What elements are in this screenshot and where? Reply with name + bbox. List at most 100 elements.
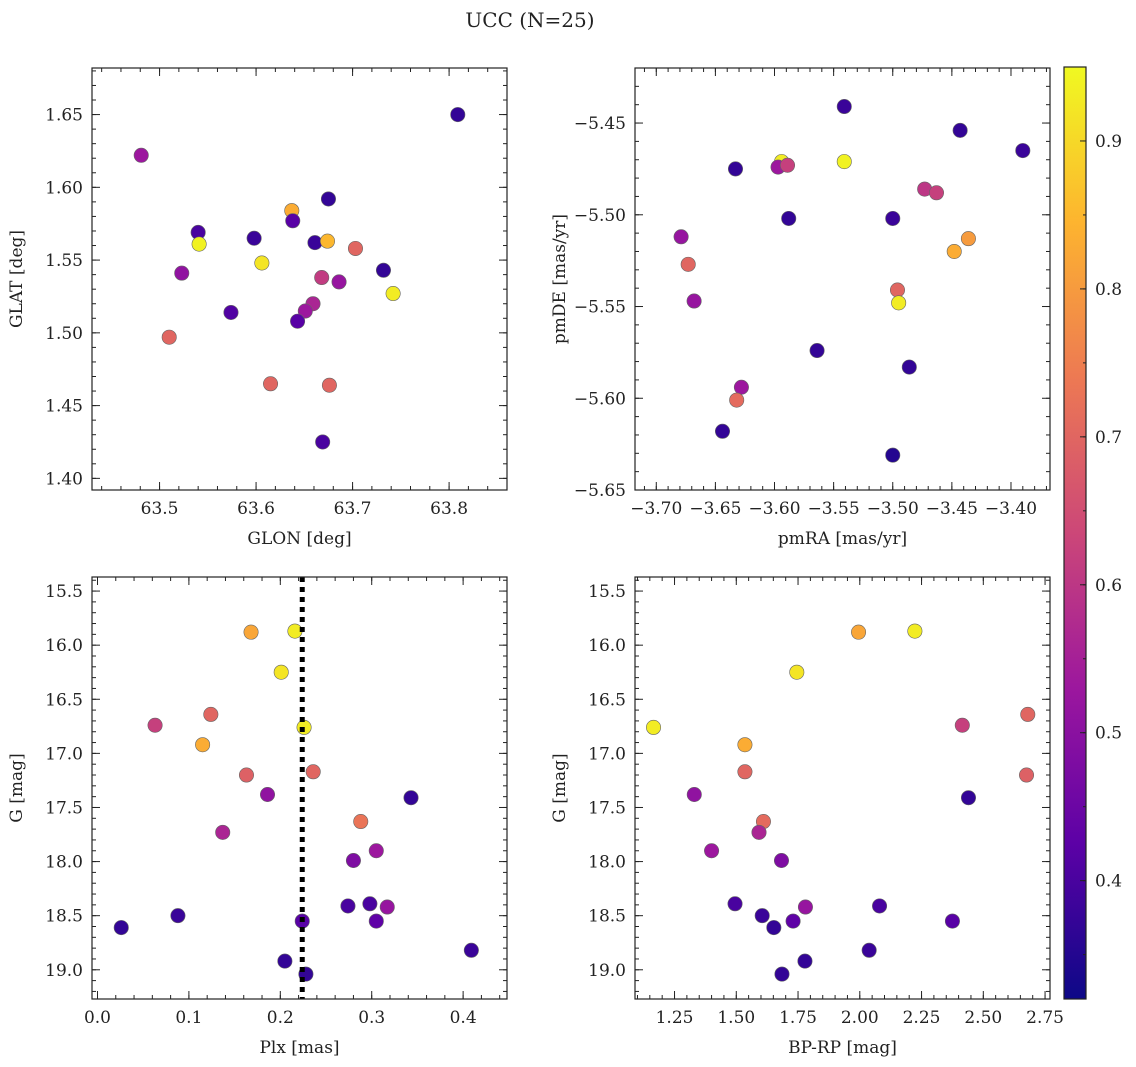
scatter-point xyxy=(944,913,960,929)
scatter-point xyxy=(285,213,301,229)
scatter-point xyxy=(952,122,968,138)
scatter-point xyxy=(340,898,356,914)
scatter-point xyxy=(727,161,743,177)
axes-frame xyxy=(634,67,1051,491)
scatter-point xyxy=(133,147,149,163)
x-axis-label: BP-RP [mag] xyxy=(788,1038,897,1058)
y-tick-label: 16.5 xyxy=(45,690,83,710)
scatter-point xyxy=(733,379,749,395)
plot-area xyxy=(113,577,479,999)
scatter-point xyxy=(766,920,782,936)
scatter-point xyxy=(809,343,825,359)
panel-2: −3.70 −3.65 −3.60 −3.55 −3.50 −3.45 −3.40 −5.65… xyxy=(550,67,1051,549)
scatter-point xyxy=(891,295,907,311)
y-tick-label: 18.0 xyxy=(45,853,83,873)
scatter-point xyxy=(885,447,901,463)
scatter-point xyxy=(836,99,852,115)
scatter-point xyxy=(277,953,293,969)
y-tick-label: 1.65 xyxy=(45,106,83,126)
scatter-point xyxy=(954,717,970,733)
figure-title: UCC (N=25) xyxy=(465,8,594,32)
y-tick-label: −5.50 xyxy=(574,206,626,226)
scatter-point xyxy=(680,256,696,272)
plot-area xyxy=(646,623,1036,982)
scatter-point xyxy=(737,737,753,753)
scatter-point xyxy=(314,270,330,286)
scatter-point xyxy=(170,908,186,924)
scatter-point xyxy=(315,434,331,450)
x-tick-label: 1.50 xyxy=(717,1008,755,1028)
scatter-point xyxy=(403,790,419,806)
y-axis-label: pmDE [mas/yr] xyxy=(550,214,570,344)
scatter-point xyxy=(223,304,239,320)
scatter-point xyxy=(375,262,391,278)
y-axis-label: G [mag] xyxy=(7,753,27,822)
x-tick-label: 2.25 xyxy=(903,1008,941,1028)
scatter-point xyxy=(789,664,805,680)
y-axis-label: G [mag] xyxy=(550,753,570,822)
y-tick-label: 18.0 xyxy=(588,853,626,873)
x-tick-label: 2.75 xyxy=(1026,1008,1064,1028)
y-axis-label: GLAT [deg] xyxy=(7,230,27,328)
scatter-point xyxy=(836,154,852,170)
y-tick-label: 17.0 xyxy=(588,744,626,764)
x-tick-label: −3.55 xyxy=(808,499,860,519)
y-tick-label: −5.45 xyxy=(574,114,626,134)
axes-frame xyxy=(91,576,508,1000)
scatter-point xyxy=(754,908,770,924)
x-axis-label: pmRA [mas/yr] xyxy=(778,529,907,549)
y-tick-label: 1.45 xyxy=(45,397,83,417)
scatter-point xyxy=(686,293,702,309)
scatter-point xyxy=(174,265,190,281)
scatter-point xyxy=(161,329,177,345)
scatter-point xyxy=(273,664,289,680)
scatter-point xyxy=(319,233,335,249)
scatter-point xyxy=(780,157,796,173)
colorbar-tick-label: 0.9 xyxy=(1095,132,1122,152)
scatter-point xyxy=(385,286,401,302)
scatter-point xyxy=(321,377,337,393)
scatter-point xyxy=(785,913,801,929)
scatter-point xyxy=(263,376,279,392)
scatter-point xyxy=(305,764,321,780)
scatter-point xyxy=(379,899,395,915)
scatter-point xyxy=(368,843,384,859)
y-tick-label: 17.0 xyxy=(45,744,83,764)
scatter-point xyxy=(345,852,361,868)
y-tick-label: 19.0 xyxy=(588,961,626,981)
y-tick-label: −5.60 xyxy=(574,389,626,409)
scatter-point xyxy=(307,235,323,251)
scatter-point xyxy=(714,423,730,439)
scatter-point xyxy=(727,896,743,912)
scatter-point xyxy=(861,942,877,958)
panel-4: 1.25 1.50 1.75 2.00 2.25 2.50 2.75 15.5 16.0 16.5… xyxy=(550,576,1064,1058)
y-tick-label: 1.60 xyxy=(45,178,83,198)
scatter-point xyxy=(729,392,745,408)
y-tick-label: 15.5 xyxy=(45,582,83,602)
x-tick-label: −3.40 xyxy=(985,499,1037,519)
scatter-point xyxy=(368,913,384,929)
x-tick-label: 63.7 xyxy=(334,499,372,519)
panels: 63.5 63.6 63.7 63.8 1.40 1.45 1.50 1.55 1.60 1.65… xyxy=(7,67,1064,1058)
x-axis-label: Plx [mas] xyxy=(259,1038,339,1058)
panel-3: 0.0 0.1 0.2 0.3 0.4 15.5 16.0 16.5 17.0 17.5 18.0 1… xyxy=(7,576,508,1058)
x-tick-label: 63.6 xyxy=(237,499,275,519)
scatter-point xyxy=(254,255,270,271)
plot-area xyxy=(133,107,466,450)
x-tick-label: 0.0 xyxy=(84,1008,111,1028)
scatter-point xyxy=(872,898,888,914)
x-tick-label: −3.50 xyxy=(867,499,919,519)
y-tick-label: 16.5 xyxy=(588,690,626,710)
scatter-point xyxy=(673,229,689,245)
x-tick-label: 2.50 xyxy=(964,1008,1002,1028)
scatter-point xyxy=(347,240,363,256)
colorbar-gradient xyxy=(1063,66,1087,1000)
x-tick-label: 0.2 xyxy=(267,1008,294,1028)
axes-frame xyxy=(634,576,1051,1000)
x-tick-label: −3.60 xyxy=(748,499,800,519)
colorbar-tick-label: 0.6 xyxy=(1095,576,1122,596)
scatter-point xyxy=(960,790,976,806)
x-tick-label: 2.00 xyxy=(841,1008,879,1028)
scatter-point xyxy=(243,624,259,640)
scatter-point xyxy=(960,231,976,247)
